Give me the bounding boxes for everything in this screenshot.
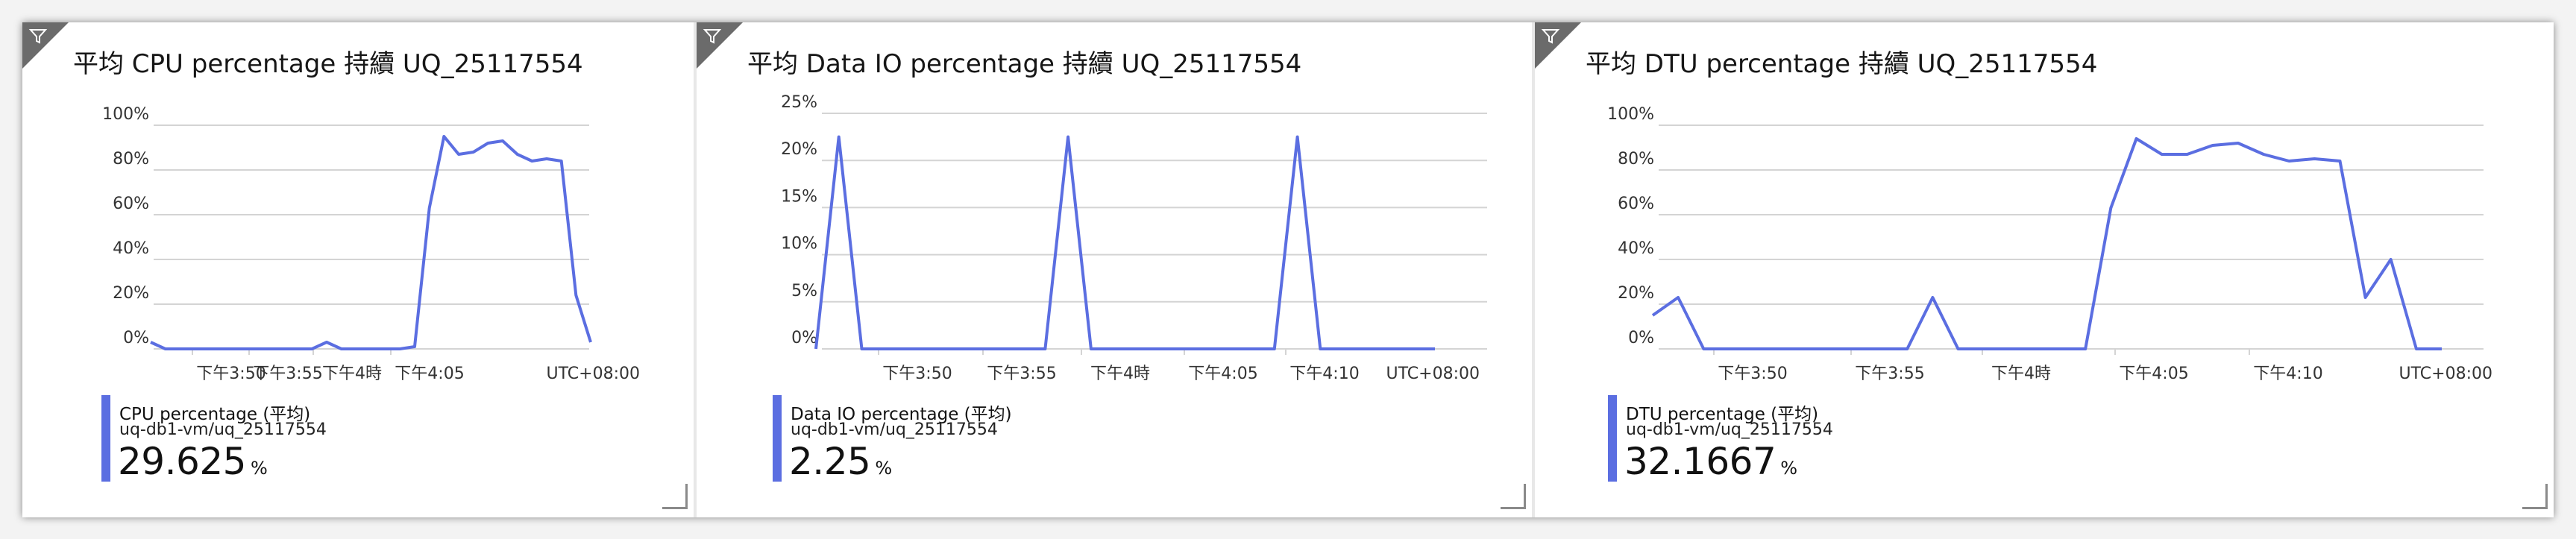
legend-value: 32.1667% bbox=[1624, 440, 1797, 483]
series-line bbox=[814, 135, 1435, 350]
x-tick-label: 下午3:50 bbox=[882, 365, 952, 383]
legend-color-bar bbox=[1608, 395, 1617, 482]
legend-color-bar bbox=[773, 395, 782, 482]
timezone-label: UTC+08:00 bbox=[1386, 365, 1480, 383]
timezone-label: UTC+08:00 bbox=[547, 365, 640, 383]
x-tick-label: 下午4:10 bbox=[1289, 365, 1359, 383]
x-tick-label: 下午3:55 bbox=[1855, 365, 1924, 383]
y-tick-label: 15% bbox=[781, 187, 817, 206]
legend-value: 2.25% bbox=[789, 440, 892, 483]
y-tick-label: 20% bbox=[1618, 284, 1654, 303]
legend-value: 29.625% bbox=[118, 440, 268, 483]
y-tick-label: 10% bbox=[781, 235, 817, 253]
y-tick-label: 0% bbox=[791, 329, 817, 347]
legend-metric-name: Data IO percentage (平均) bbox=[791, 405, 1012, 424]
x-tick-label: 下午4:05 bbox=[2119, 365, 2188, 383]
timezone-label: UTC+08:00 bbox=[2399, 365, 2492, 383]
y-tick-label: 40% bbox=[1618, 239, 1654, 258]
resize-handle-edge[interactable] bbox=[1524, 484, 1526, 509]
y-tick-label: 0% bbox=[123, 329, 149, 347]
legend-value-number: 29.625 bbox=[118, 440, 246, 483]
y-tick-label: 20% bbox=[781, 140, 817, 159]
resize-handle-edge[interactable] bbox=[2545, 484, 2548, 509]
resize-handle-edge[interactable] bbox=[685, 484, 688, 509]
legend-color-bar bbox=[101, 395, 110, 482]
y-tick-label: 60% bbox=[1618, 195, 1654, 213]
series-line bbox=[150, 135, 592, 350]
legend-resource: uq-db1-vm/uq_25117554 bbox=[791, 420, 998, 439]
x-tick-label: 下午3:55 bbox=[253, 365, 322, 383]
x-tick-label: 下午4:05 bbox=[1188, 365, 1257, 383]
legend-value-unit: % bbox=[875, 458, 892, 479]
x-tick-label: 下午4:10 bbox=[2253, 365, 2322, 383]
y-tick-label: 80% bbox=[113, 150, 149, 168]
y-tick-label: 40% bbox=[113, 239, 149, 258]
legend-value-number: 2.25 bbox=[789, 440, 871, 483]
dashboard-frame: 平均 CPU percentage 持續 UQ_25117554 0% 20% 40… bbox=[22, 22, 2554, 517]
legend-resource: uq-db1-vm/uq_25117554 bbox=[119, 420, 327, 439]
data-io-tile[interactable]: 平均 Data IO percentage 持續 UQ_25117554 0% 5… bbox=[697, 22, 1532, 517]
x-tick-label: 下午3:55 bbox=[987, 365, 1056, 383]
x-tick-label: 下午4時 bbox=[322, 365, 382, 383]
y-tick-label: 60% bbox=[113, 195, 149, 213]
y-tick-label: 20% bbox=[113, 284, 149, 303]
dtu-chart: 0% 20% 40% 60% 80% 100% 下午3:50 下午3:55 下午4時 下午4:05… bbox=[1607, 105, 2492, 383]
x-tick-label: 下午3:50 bbox=[1718, 365, 1787, 383]
filter-icon[interactable] bbox=[703, 27, 722, 46]
y-tick-label: 100% bbox=[102, 105, 149, 124]
y-tick-label: 0% bbox=[1628, 329, 1654, 347]
legend-resource: uq-db1-vm/uq_25117554 bbox=[1626, 420, 1833, 439]
y-tick-label: 25% bbox=[781, 93, 817, 112]
legend-metric-name: DTU percentage (平均) bbox=[1626, 405, 1819, 424]
tile-title: 平均 Data IO percentage 持續 UQ_25117554 bbox=[747, 49, 1302, 79]
series-line bbox=[1651, 137, 2442, 350]
legend-value-unit: % bbox=[1780, 458, 1797, 479]
x-tick-label: 下午3:50 bbox=[196, 365, 266, 383]
dtu-tile[interactable]: 平均 DTU percentage 持續 UQ_25117554 0% 20% 40… bbox=[1535, 22, 2554, 517]
tile-title: 平均 DTU percentage 持續 UQ_25117554 bbox=[1586, 49, 2098, 79]
x-tick-label: 下午4:05 bbox=[395, 365, 464, 383]
resize-handle[interactable] bbox=[2522, 507, 2548, 509]
x-tick-label: 下午4時 bbox=[1991, 365, 2051, 383]
resize-handle[interactable] bbox=[1501, 507, 1526, 509]
y-tick-label: 5% bbox=[791, 282, 817, 300]
legend-value-unit: % bbox=[250, 458, 268, 479]
y-tick-label: 100% bbox=[1607, 105, 1654, 124]
legend-metric-name: CPU percentage (平均) bbox=[119, 405, 311, 424]
filter-icon[interactable] bbox=[1541, 27, 1560, 46]
x-tick-label: 下午4時 bbox=[1090, 365, 1150, 383]
legend-value-number: 32.1667 bbox=[1624, 440, 1777, 483]
y-tick-label: 80% bbox=[1618, 150, 1654, 168]
resize-handle[interactable] bbox=[662, 507, 688, 509]
cpu-tile[interactable]: 平均 CPU percentage 持續 UQ_25117554 0% 20% 40… bbox=[22, 22, 694, 517]
data-io-chart: 0% 5% 10% 15% 20% 25% 下午3:50 下午3:55 下午4時 下午4:05 下午… bbox=[781, 93, 1487, 383]
tile-title: 平均 CPU percentage 持續 UQ_25117554 bbox=[73, 49, 583, 79]
filter-icon[interactable] bbox=[28, 27, 48, 46]
